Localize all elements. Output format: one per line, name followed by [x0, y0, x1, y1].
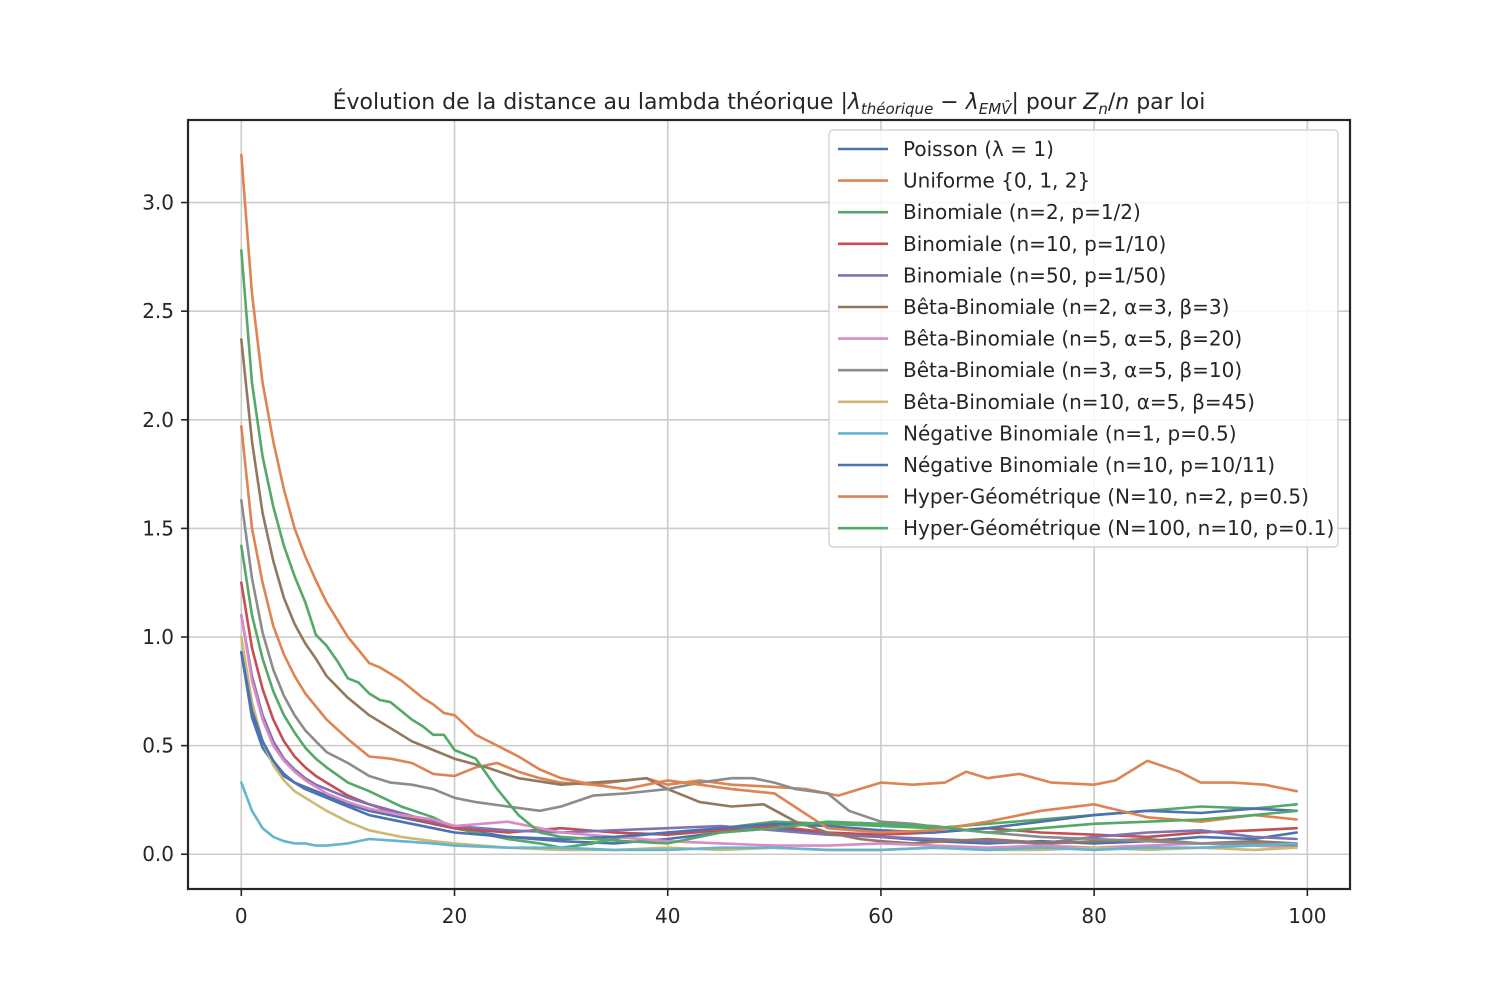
- y-tick-label-1: 0.5: [142, 734, 174, 758]
- x-tick-label-1: 20: [442, 904, 467, 928]
- chart-title-minus: −: [933, 90, 965, 115]
- chart-title-prefix: Évolution de la distance au lambda théor…: [333, 89, 848, 115]
- legend-label-12: Hyper-Géométrique (N=100, n=10, p=0.1): [903, 516, 1334, 540]
- x-tick-label-2: 40: [655, 904, 680, 928]
- chart-title-n: n: [1115, 90, 1129, 115]
- legend-label-8: Bêta-Binomiale (n=10, α=5, β=45): [903, 390, 1255, 414]
- chart-title-lambda2: λ: [965, 90, 979, 115]
- legend-label-10: Négative Binomiale (n=10, p=10/11): [903, 453, 1275, 477]
- x-tick-label-4: 80: [1081, 904, 1106, 928]
- y-tick-label-4: 2.0: [142, 408, 174, 432]
- chart-title-lambda1: λ: [847, 90, 861, 115]
- legend-label-4: Binomiale (n=50, p=1/50): [903, 263, 1166, 287]
- legend-label-6: Bêta-Binomiale (n=5, α=5, β=20): [903, 327, 1242, 351]
- series-line-2: [240, 544, 1298, 850]
- legend: Poisson (λ = 1) Uniforme {0, 1, 2} Binomia…: [828, 129, 1339, 548]
- y-tick-label-6: 3.0: [142, 191, 174, 215]
- legend-label-2: Binomiale (n=2, p=1/2): [903, 200, 1141, 224]
- series-line-9: [240, 781, 1298, 852]
- chart-title-sub1: théorique: [861, 100, 933, 118]
- legend-label-11: Hyper-Géométrique (N=10, n=2, p=0.5): [903, 485, 1309, 509]
- legend-box: [828, 129, 1339, 548]
- y-tick-label-2: 1.0: [142, 625, 174, 649]
- series-line-11: [240, 153, 1298, 834]
- chart-title-sub2: EMV̂: [979, 99, 1013, 118]
- legend-label-9: Négative Binomiale (n=1, p=0.5): [903, 421, 1237, 445]
- series-line-12: [240, 249, 1298, 845]
- legend-label-0: Poisson (λ = 1): [903, 137, 1054, 161]
- chart-title-slash: /: [1108, 90, 1116, 115]
- chart-title-mid: | pour: [1011, 90, 1083, 115]
- x-tick-label-5: 100: [1288, 904, 1326, 928]
- legend-label-1: Uniforme {0, 1, 2}: [903, 169, 1090, 193]
- grid: [188, 120, 1350, 889]
- series-line-5: [240, 338, 1298, 845]
- plot-frame: [186, 118, 1352, 891]
- x-tick-label-0: 0: [235, 904, 248, 928]
- chart-title-z: Z: [1082, 90, 1099, 115]
- axis-ticks: 0 20 40 60 80 100 0.0 0.5 1.0 1.5 2.0 2.5 3.0: [142, 191, 1326, 928]
- x-tick-label-3: 60: [868, 904, 893, 928]
- chart-title-suffix: par loi: [1129, 90, 1205, 115]
- chart-title-zsub: n: [1098, 100, 1108, 118]
- legend-label-3: Binomiale (n=10, p=1/10): [903, 232, 1166, 256]
- series-lines: [240, 153, 1298, 852]
- y-tick-label-0: 0.0: [142, 842, 174, 866]
- chart-title: Évolution de la distance au lambda théor…: [333, 89, 1206, 118]
- y-tick-label-5: 2.5: [142, 299, 174, 323]
- legend-label-5: Bêta-Binomiale (n=2, α=3, β=3): [903, 295, 1229, 319]
- y-tick-label-3: 1.5: [142, 516, 174, 540]
- legend-label-7: Bêta-Binomiale (n=3, α=5, β=10): [903, 358, 1242, 382]
- series-line-10: [240, 650, 1298, 841]
